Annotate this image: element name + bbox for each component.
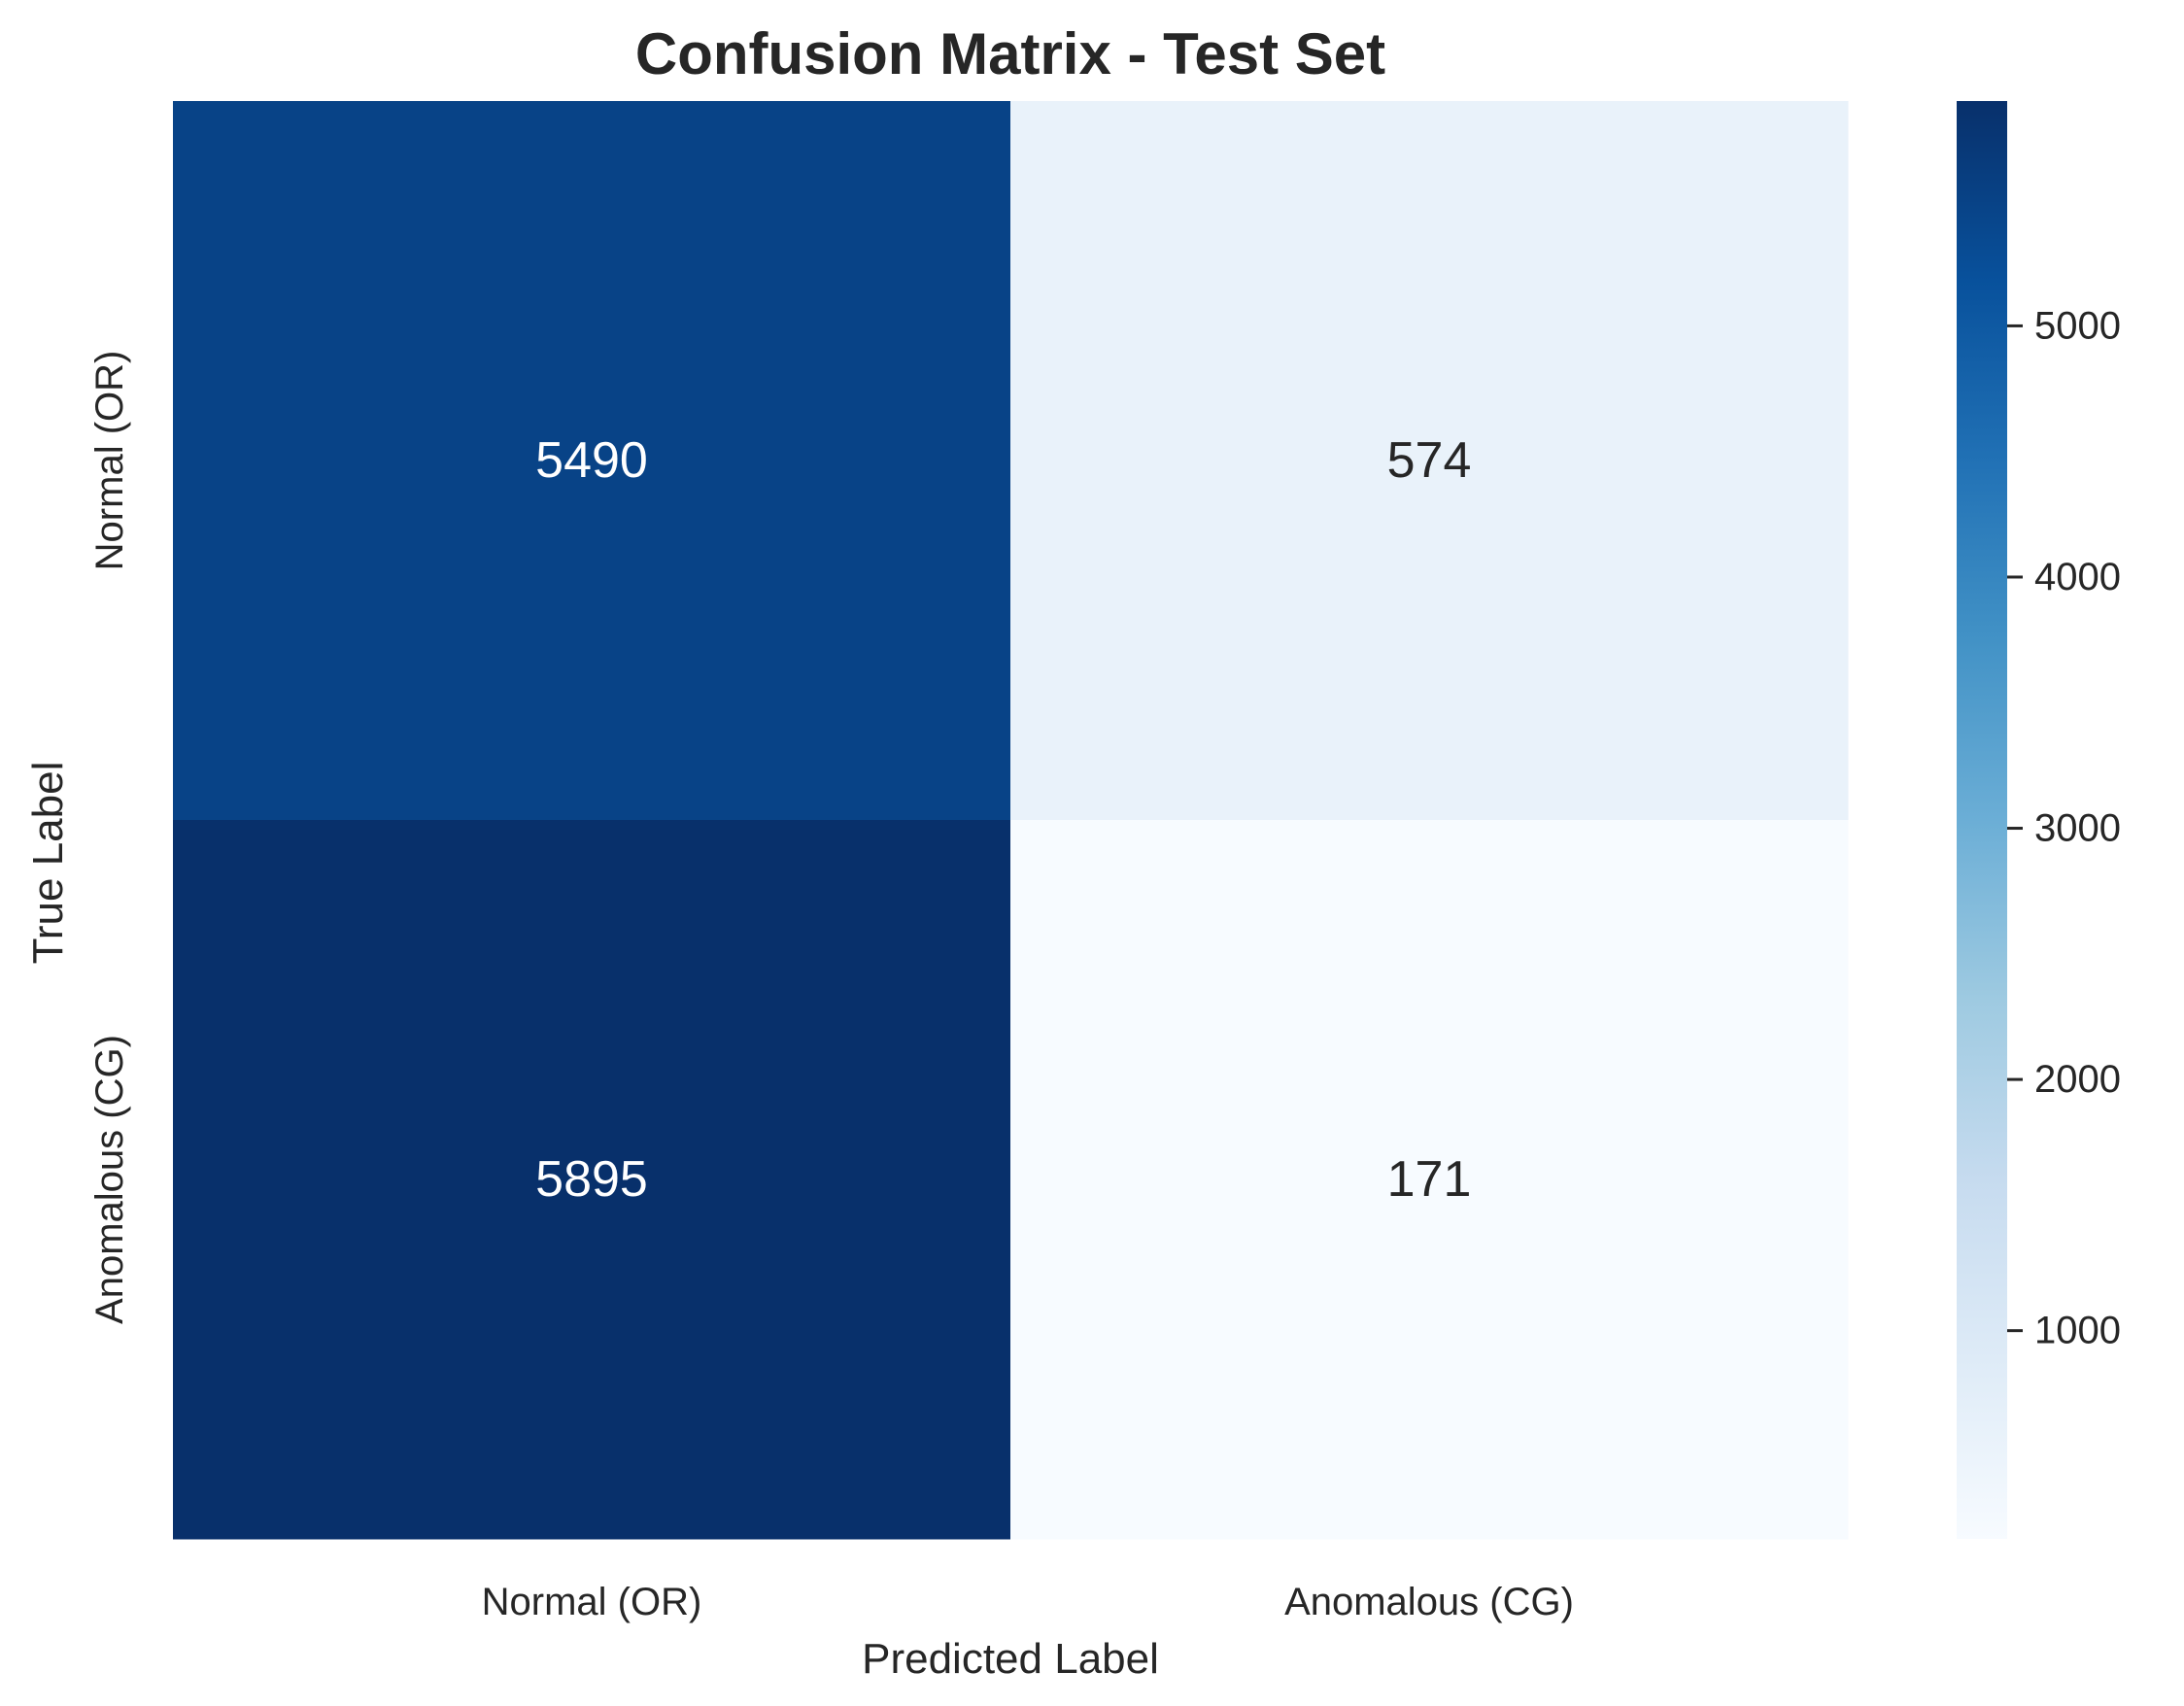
colorbar-tick-label: 3000 (2034, 807, 2121, 850)
colorbar-tick-label: 5000 (2034, 304, 2121, 347)
chart-title: Confusion Matrix - Test Set (635, 21, 1385, 86)
heatmap-cell (173, 820, 1011, 1540)
y-axis-label: True Label (24, 762, 72, 965)
colorbar-ticks: 1000 2000 3000 4000 5000 (2007, 304, 2121, 1352)
heatmap-cells: 5490 574 5895 171 (173, 101, 1849, 1540)
y-tick-label: Normal (OR) (88, 351, 131, 571)
heatmap-cell (1010, 820, 1849, 1540)
x-tick-label: Anomalous (CG) (1284, 1581, 1574, 1623)
cell-value-label: 574 (1387, 432, 1472, 489)
colorbar-tick-label: 4000 (2034, 556, 2121, 598)
colorbar-tick-label: 2000 (2034, 1058, 2121, 1101)
cell-value-label: 5895 (535, 1151, 648, 1208)
y-tick-label: Anomalous (CG) (88, 1035, 131, 1324)
y-tick-labels: Normal (OR) Anomalous (CG) (88, 351, 131, 1324)
cell-value-label: 171 (1387, 1151, 1472, 1208)
x-tick-labels: Normal (OR) Anomalous (CG) (482, 1581, 1574, 1623)
x-tick-label: Normal (OR) (482, 1581, 702, 1623)
cell-value-label: 5490 (535, 432, 648, 489)
colorbar (1957, 101, 2007, 1539)
heatmap-cell (173, 101, 1011, 821)
x-axis-label: Predicted Label (862, 1635, 1159, 1683)
heatmap-cell (1010, 101, 1849, 821)
colorbar-tick-label: 1000 (2034, 1310, 2121, 1352)
